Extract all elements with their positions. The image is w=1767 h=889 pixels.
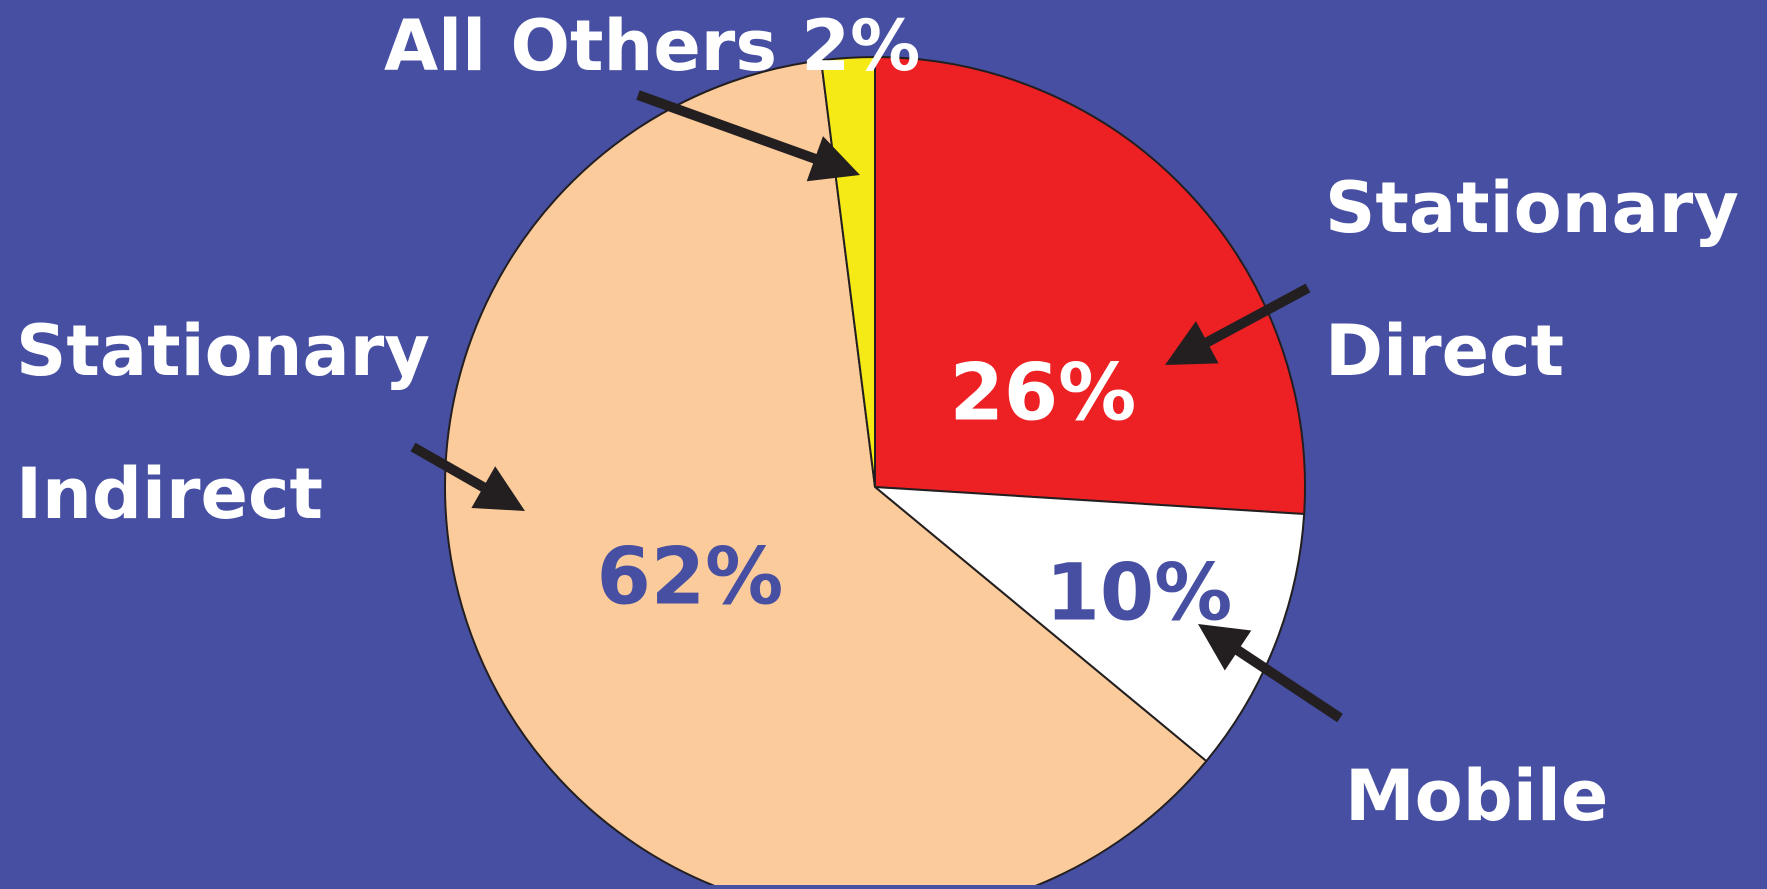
pie-slice-labels: 26% 10% 62% xyxy=(597,348,1233,638)
callout-stationary-indirect-line2: Indirect xyxy=(16,453,323,535)
pie-slice-stationary-indirect xyxy=(443,59,1208,889)
slice-label-stationary-direct: 26% xyxy=(950,348,1137,438)
callout-stationary-indirect-line1: Stationary xyxy=(16,310,430,392)
arrow-all-others xyxy=(636,90,860,182)
slice-label-mobile: 10% xyxy=(1046,548,1233,638)
pie-slice-mobile xyxy=(871,485,1306,763)
callout-mobile: Mobile xyxy=(1345,755,1608,837)
arrow-stationary-indirect xyxy=(410,442,525,511)
slice-label-stationary-indirect: 62% xyxy=(597,532,784,622)
pie-slice-stationary-direct xyxy=(874,55,1306,516)
arrow-mobile xyxy=(1198,624,1343,723)
pie-slices xyxy=(443,55,1306,889)
callout-stationary-direct-line2: Direct xyxy=(1325,310,1564,392)
callout-all-others: All Others 2% xyxy=(384,5,920,87)
callout-stationary-direct-line1: Stationary xyxy=(1325,167,1739,249)
arrow-stationary-direct xyxy=(1165,283,1311,365)
callout-arrows xyxy=(410,90,1343,723)
